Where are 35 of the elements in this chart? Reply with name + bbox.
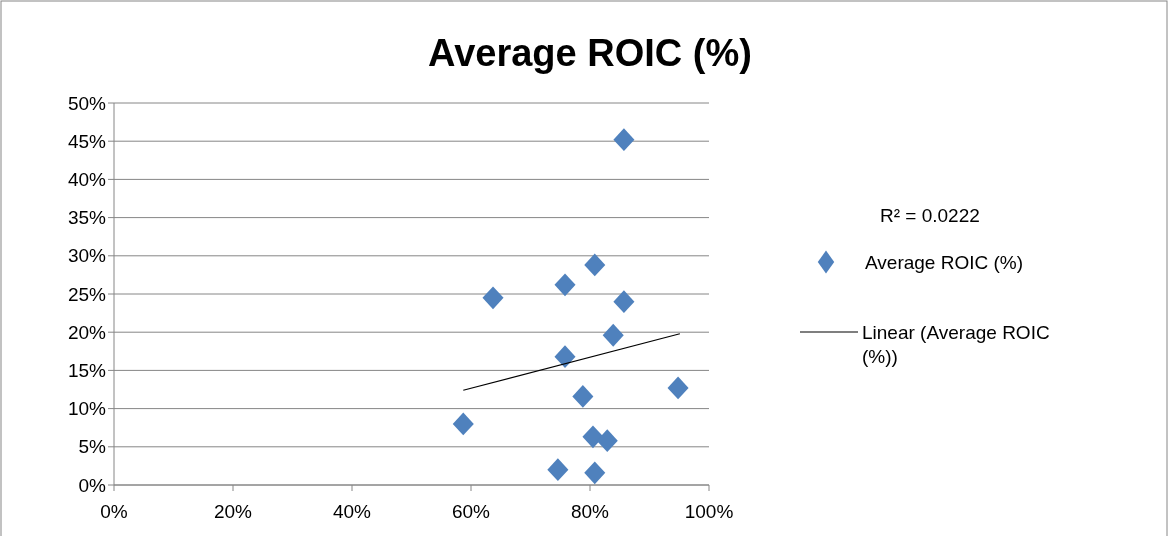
point	[482, 286, 504, 310]
x-tick-label: 40%	[332, 501, 372, 522]
point	[547, 458, 569, 482]
y-tick-label: 0%	[78, 474, 107, 496]
x-tick-label: 100%	[684, 501, 734, 522]
point	[584, 461, 606, 485]
point	[572, 384, 594, 408]
point	[667, 376, 689, 400]
y-tick-label: 15%	[67, 360, 107, 382]
y-tick-label: 45%	[67, 130, 107, 152]
x-tick-label: 20%	[213, 501, 253, 522]
legend-label: Average ROIC (%)	[865, 251, 1024, 273]
point	[613, 290, 635, 314]
x-tick-label: 60%	[451, 501, 491, 522]
point	[584, 253, 606, 277]
point	[554, 345, 576, 369]
point	[554, 273, 576, 297]
y-tick-label: 35%	[67, 207, 107, 229]
chart-title: Average ROIC (%)	[428, 32, 752, 74]
point	[602, 323, 624, 347]
y-tick-label: 10%	[67, 398, 107, 420]
legend-label: Linear (Average ROIC (%))	[862, 321, 1050, 368]
y-tick-label: 25%	[67, 283, 107, 305]
point	[596, 429, 618, 453]
point	[452, 412, 474, 436]
point	[613, 128, 635, 152]
x-tick-label: 80%	[570, 501, 610, 522]
y-tick-label: 50%	[67, 92, 107, 114]
y-tick-label: 40%	[67, 169, 107, 191]
text: R² = 0.0222	[880, 205, 980, 226]
y-tick-label: 5%	[78, 436, 107, 458]
y-tick-label: 20%	[67, 321, 107, 343]
y-tick-label: 30%	[67, 245, 107, 267]
x-tick-label: 0%	[100, 501, 128, 522]
point	[582, 425, 604, 449]
